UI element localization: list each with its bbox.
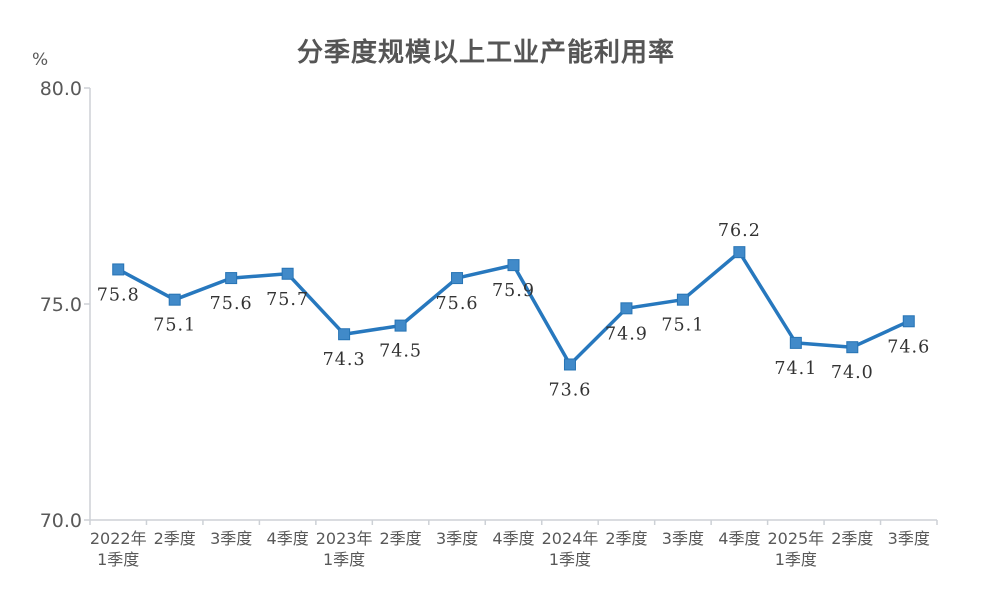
data-point-label: 76.2 — [718, 221, 761, 241]
data-point-label: 74.3 — [323, 350, 366, 370]
y-axis-tick-label: 70.0 — [40, 510, 82, 532]
x-axis-category-label: 1季度 — [97, 550, 139, 569]
x-axis-category-label: 2022年 — [90, 529, 147, 548]
x-axis-category-label: 2025年 — [767, 529, 824, 548]
y-axis-tick-label: 80.0 — [40, 78, 82, 100]
data-point-label: 74.9 — [605, 324, 648, 344]
data-point-label: 75.1 — [153, 316, 196, 336]
x-axis-category-label: 2季度 — [379, 529, 421, 548]
x-axis-category-label: 4季度 — [718, 529, 760, 548]
data-point-marker — [902, 315, 915, 328]
data-point-marker — [563, 358, 576, 371]
data-point-label: 74.6 — [887, 337, 930, 357]
x-axis-category-label: 3季度 — [888, 529, 930, 548]
x-axis-category-label: 2023年 — [316, 529, 373, 548]
x-axis-category-label: 3季度 — [662, 529, 704, 548]
data-point-marker — [733, 246, 746, 259]
data-point-marker — [451, 272, 464, 285]
x-axis-category-label: 3季度 — [210, 529, 252, 548]
data-point-marker — [676, 293, 689, 306]
data-point-label: 75.8 — [97, 285, 140, 305]
data-point-marker — [789, 336, 802, 349]
data-point-label: 75.6 — [436, 294, 479, 314]
x-axis-category-label: 1季度 — [323, 550, 365, 569]
y-axis-tick-label: 75.0 — [40, 294, 82, 316]
data-point-label: 75.6 — [210, 294, 253, 314]
x-axis-category-label: 2季度 — [605, 529, 647, 548]
data-point-marker — [620, 302, 633, 315]
data-point-marker — [112, 263, 125, 276]
data-point-label: 74.5 — [379, 342, 422, 362]
x-axis-category-label: 1季度 — [775, 550, 817, 569]
data-point-label: 74.0 — [831, 363, 874, 383]
data-point-marker — [394, 319, 407, 332]
x-axis-category-label: 2季度 — [831, 529, 873, 548]
data-point-marker — [168, 293, 181, 306]
data-point-marker — [281, 267, 294, 280]
x-axis-category-label: 1季度 — [549, 550, 591, 569]
x-axis-category-label: 2024年 — [542, 529, 599, 548]
chart-title: 分季度规模以上工业产能利用率 — [296, 38, 675, 68]
y-axis-unit-label: % — [32, 50, 49, 70]
data-point-label: 75.7 — [266, 290, 309, 310]
data-point-marker — [225, 272, 238, 285]
data-point-marker — [846, 341, 859, 354]
x-axis-category-label: 2季度 — [154, 529, 196, 548]
x-axis-category-label: 4季度 — [267, 529, 309, 548]
x-axis-category-label: 3季度 — [436, 529, 478, 548]
data-point-label: 74.1 — [774, 359, 817, 379]
x-axis-category-label: 4季度 — [492, 529, 534, 548]
data-point-label: 75.9 — [492, 281, 535, 301]
data-point-label: 73.6 — [548, 380, 591, 400]
data-point-marker — [507, 259, 520, 272]
data-point-marker — [338, 328, 351, 341]
data-point-label: 75.1 — [661, 316, 704, 336]
